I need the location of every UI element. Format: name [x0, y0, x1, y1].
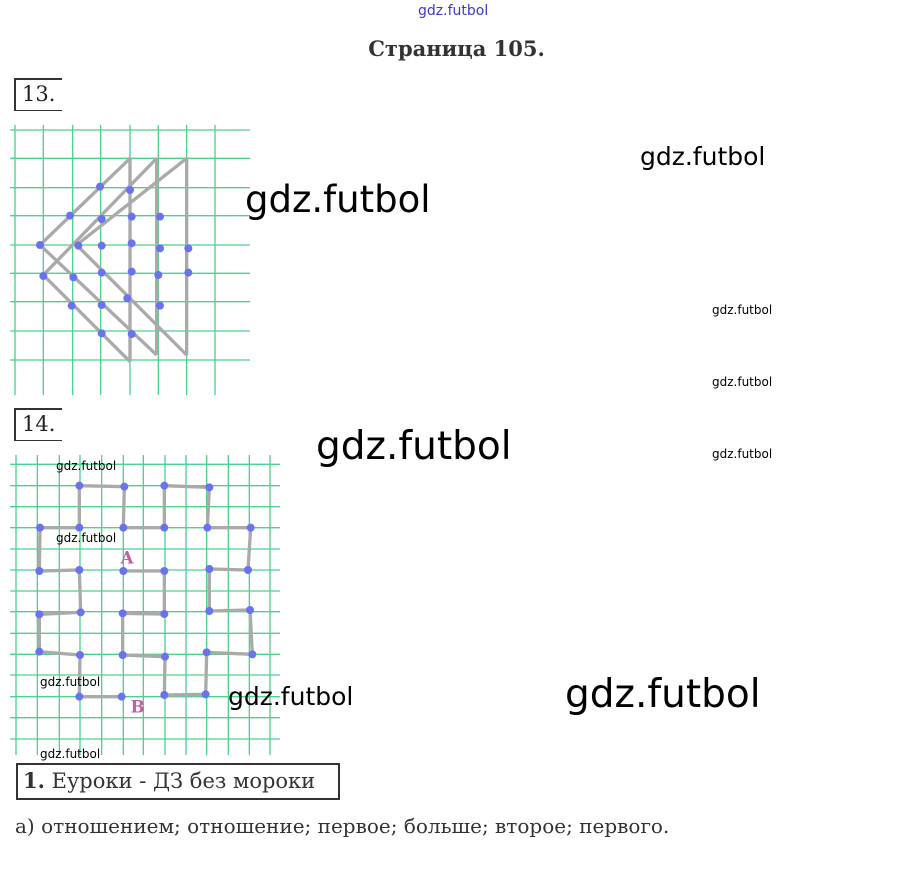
point-dot [154, 271, 163, 279]
watermark: gdz.futbol [712, 303, 773, 317]
point-dot [66, 211, 74, 220]
point-a-label: A [120, 547, 135, 567]
point-dot [244, 566, 252, 574]
site-link[interactable]: gdz.futbol [418, 3, 489, 19]
point-dot [118, 609, 127, 618]
task-1-box: 1. Еуроки - ДЗ без мороки [16, 763, 340, 800]
watermark: gdz.futbol [316, 424, 512, 469]
task-13-number: 13. [14, 78, 62, 111]
watermark: gdz.futbol [56, 531, 117, 545]
point-dot [160, 523, 169, 532]
point-dot [156, 244, 164, 253]
point-dot [76, 651, 84, 659]
point-dot [246, 606, 254, 614]
point-dot [97, 301, 106, 309]
point-dot [35, 610, 44, 619]
task-14-number: 14. [14, 408, 62, 441]
watermark: gdz.futbol [56, 459, 117, 473]
point-dot [69, 273, 78, 282]
task-14-figure: A B [10, 455, 280, 755]
point-dot [160, 481, 169, 490]
point-b-label: B [131, 696, 145, 716]
watermark: gdz.futbol [712, 375, 773, 389]
point-dot [127, 330, 136, 338]
point-dot [201, 690, 210, 699]
point-dot [75, 692, 84, 701]
point-dot [205, 565, 214, 573]
figure-path [37, 483, 255, 699]
point-dot [203, 523, 212, 532]
point-dot [161, 652, 169, 661]
point-dot [126, 186, 134, 194]
point-dot [156, 301, 164, 310]
watermark: gdz.futbol [712, 447, 773, 461]
point-dot [39, 272, 48, 280]
point-dot [97, 268, 106, 277]
point-dot [75, 566, 84, 574]
point-dot [97, 241, 106, 250]
point-dot [184, 244, 193, 253]
point-dot [184, 268, 193, 277]
point-dot [205, 483, 214, 492]
point-dot [75, 481, 84, 490]
task-1-answer: а) отношением; отношение; первое; больше… [15, 814, 670, 838]
point-dot [67, 301, 76, 310]
point-dot [36, 241, 44, 249]
point-dot [97, 329, 106, 338]
point-dot [246, 523, 255, 532]
point-dot [35, 647, 44, 656]
point-dot [36, 523, 44, 532]
point-dot [156, 212, 164, 221]
point-dot [119, 523, 128, 532]
point-dot [127, 212, 136, 221]
point-dot [97, 215, 106, 223]
point-dot [118, 651, 127, 659]
point-dot [248, 650, 257, 659]
point-dot [127, 239, 136, 248]
point-dot [127, 267, 136, 276]
point-dot [35, 567, 44, 575]
point-dot [160, 610, 169, 618]
watermark: gdz.futbol [40, 747, 101, 761]
watermark: gdz.futbol [640, 142, 766, 171]
point-dot [123, 294, 132, 303]
point-dot [160, 567, 169, 575]
point-dot [117, 692, 126, 701]
task-1-number: 1. [23, 768, 45, 793]
point-dot [74, 241, 83, 250]
point-dot [120, 482, 129, 491]
point-dot [160, 691, 169, 699]
point-dot [76, 608, 85, 617]
page-title: Страница 105. [368, 36, 545, 61]
watermark: gdz.futbol [245, 178, 431, 221]
point-dot [96, 182, 104, 191]
watermark: gdz.futbol [40, 675, 101, 689]
task-1-text: Еуроки - ДЗ без мороки [51, 769, 316, 793]
point-dot [119, 567, 128, 575]
watermark: gdz.futbol [565, 672, 761, 717]
task-13-figure [10, 125, 250, 395]
point-dot [75, 523, 84, 532]
point-dot [202, 648, 211, 657]
point-dot [205, 607, 214, 615]
watermark: gdz.futbol [228, 682, 354, 711]
